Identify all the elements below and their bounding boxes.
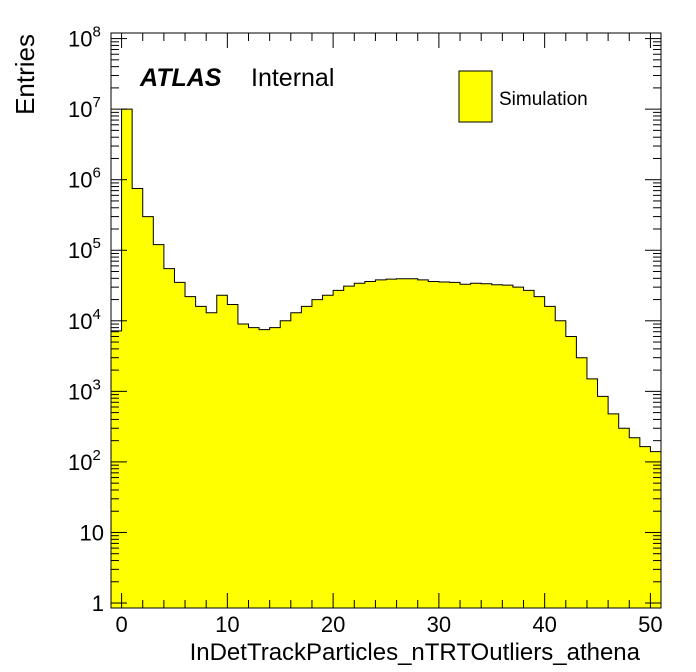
- histogram-bar: [333, 290, 345, 608]
- histogram-bar: [460, 284, 472, 608]
- histogram-bar: [375, 279, 387, 608]
- histogram-outline: [111, 108, 661, 453]
- histogram-bars: [111, 109, 662, 609]
- x-tick-label: 40: [532, 612, 556, 637]
- internal-label: Internal: [251, 64, 334, 92]
- x-axis-title: InDetTrackParticles_nTRTOutliers_athena: [190, 639, 641, 666]
- histogram-bar: [438, 281, 450, 608]
- y-tick-label: 108: [68, 24, 101, 52]
- histogram-bar: [502, 285, 514, 608]
- y-tick-label: 107: [68, 94, 101, 122]
- histogram-bar: [195, 306, 207, 608]
- histogram-bar: [449, 282, 461, 608]
- x-tick-label: 30: [427, 612, 451, 637]
- histogram-bar: [618, 428, 630, 608]
- histogram-bar: [597, 396, 609, 608]
- histogram-bar: [259, 329, 271, 608]
- histogram-bar: [512, 287, 524, 608]
- histogram-bar: [650, 451, 662, 608]
- histogram-bar: [163, 268, 175, 608]
- histogram-bar: [639, 446, 651, 608]
- histogram-bar: [470, 283, 482, 608]
- histogram-bar: [206, 312, 218, 608]
- histogram-bar: [227, 304, 239, 608]
- atlas-label: ATLAS: [139, 64, 222, 92]
- y-tick-label: 104: [68, 306, 101, 334]
- histogram-bar: [491, 284, 503, 608]
- x-tick-label: 20: [321, 612, 345, 637]
- x-tick-label: 50: [638, 612, 662, 637]
- histogram-bar: [301, 306, 313, 608]
- histogram-bar: [555, 320, 567, 608]
- y-tick-label: 1: [92, 591, 104, 616]
- histogram-bar: [153, 244, 165, 609]
- histogram-bar: [608, 413, 620, 608]
- histogram-bar: [523, 290, 535, 608]
- histogram-bar: [481, 283, 493, 608]
- histogram-bar: [311, 299, 323, 608]
- x-tick-labels: 0 10 20 30 40 50: [115, 612, 662, 637]
- histogram-bar: [544, 306, 556, 608]
- histogram-bar: [185, 296, 197, 608]
- y-tick-label: 102: [68, 447, 101, 475]
- histogram-bar: [407, 278, 419, 608]
- histogram-bar: [396, 278, 408, 608]
- histogram-bar: [174, 282, 186, 608]
- legend: Simulation: [458, 70, 588, 123]
- histogram-bar: [132, 188, 144, 608]
- histogram-bar: [111, 330, 122, 608]
- histogram-bar: [354, 283, 366, 608]
- y-tick-labels: 1 10 102 103 104 105 106 107 108: [68, 24, 104, 616]
- y-tick-label: 10: [80, 520, 104, 545]
- histogram-bar: [322, 295, 334, 608]
- x-tick-label: 0: [115, 612, 127, 637]
- histogram-bar: [216, 295, 228, 608]
- axis-ticks: [111, 33, 661, 608]
- histogram-bar: [565, 336, 577, 608]
- histogram-bar: [428, 281, 440, 608]
- histogram-bar: [269, 327, 281, 608]
- histogram-bar: [237, 324, 249, 608]
- histogram-bar: [364, 281, 376, 608]
- x-tick-label: 10: [215, 612, 239, 637]
- histogram-bar: [280, 320, 292, 608]
- histogram-bar: [290, 312, 302, 608]
- histogram-bar: [121, 109, 133, 608]
- y-tick-label: 105: [68, 235, 101, 263]
- histogram-bar: [586, 378, 598, 608]
- legend-swatch: [458, 70, 493, 123]
- histogram-bar: [417, 279, 429, 608]
- histogram-bar: [343, 286, 355, 608]
- legend-label: Simulation: [499, 89, 588, 110]
- histogram-bar: [576, 357, 588, 608]
- histogram-bar: [142, 216, 154, 608]
- y-tick-label: 103: [68, 376, 101, 404]
- y-axis-title: Entries: [10, 34, 40, 115]
- y-tick-label: 106: [68, 165, 101, 193]
- histogram-bar: [629, 437, 641, 608]
- histogram-bar: [534, 296, 546, 608]
- histogram-bar: [386, 279, 397, 608]
- histogram-bar: [248, 327, 260, 608]
